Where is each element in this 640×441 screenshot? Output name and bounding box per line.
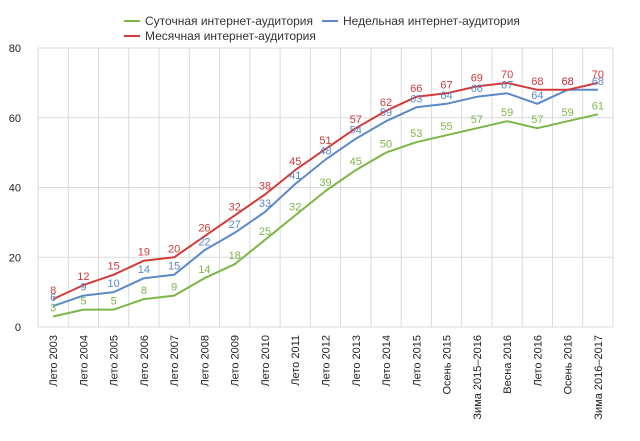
x-tick-label: Лето 2015 — [411, 335, 423, 387]
data-label-monthly: 15 — [108, 261, 120, 273]
x-tick-label: Лето 2013 — [351, 335, 363, 387]
data-label-monthly: 57 — [350, 114, 362, 126]
data-label-monthly: 20 — [168, 243, 180, 255]
gridlines — [37, 47, 614, 328]
data-label-daily: 14 — [198, 264, 210, 276]
data-label-daily: 61 — [592, 100, 604, 112]
data-label-weekly: 68 — [592, 76, 604, 88]
data-label-weekly: 27 — [229, 219, 241, 231]
x-tick-label: Лето 2007 — [169, 335, 181, 387]
y-tick-label: 20 — [9, 252, 21, 264]
x-tick-label: Весна 2016 — [502, 335, 514, 394]
x-tick-label: Лето 2010 — [260, 335, 272, 387]
y-axis-ticks: 0 20 40 60 80 — [9, 43, 21, 334]
data-label-daily: 57 — [531, 114, 543, 126]
legend-item-monthly[interactable]: Месячная интернет-аудитория — [124, 29, 316, 43]
x-tick-label: Лето 2012 — [321, 335, 333, 387]
data-label-monthly: 26 — [198, 222, 210, 234]
series-line-weekly — [52, 88, 598, 308]
data-label-weekly: 63 — [410, 93, 422, 105]
x-tick-label: Зима 2016–2017 — [593, 335, 605, 420]
data-label-monthly: 12 — [77, 271, 89, 283]
data-label-weekly: 68 — [561, 76, 573, 88]
y-tick-label: 80 — [9, 43, 21, 55]
legend-item-daily[interactable]: Суточная интернет-аудитория — [124, 14, 313, 28]
data-label-daily: 32 — [289, 201, 301, 213]
data-label-monthly: 66 — [410, 83, 422, 95]
x-tick-label: Осень 2016 — [563, 335, 575, 395]
data-label-weekly: 64 — [440, 90, 452, 102]
data-label-daily: 59 — [561, 107, 573, 119]
data-label-weekly: 14 — [138, 264, 150, 276]
data-label-daily: 39 — [319, 177, 331, 189]
data-label-monthly: 38 — [259, 180, 271, 192]
data-label-daily: 50 — [380, 139, 392, 151]
y-tick-label: 0 — [15, 322, 21, 334]
data-label-weekly: 41 — [289, 170, 301, 182]
data-label-monthly: 51 — [319, 135, 331, 147]
data-label-weekly: 66 — [471, 83, 483, 95]
data-label-daily: 45 — [350, 156, 362, 168]
data-label-weekly: 59 — [380, 107, 392, 119]
x-tick-label: Лето 2005 — [109, 335, 121, 387]
data-label-monthly: 69 — [471, 72, 483, 84]
data-label-daily: 55 — [440, 121, 452, 133]
data-label-daily: 53 — [410, 128, 422, 140]
x-tick-label: Лето 2006 — [139, 335, 151, 387]
series-lines — [52, 81, 599, 318]
x-axis-ticks: Лето 2003 Лето 2004 Лето 2005 Лето 2006 Лето… — [48, 335, 605, 420]
data-label-weekly: 10 — [108, 278, 120, 290]
legend-label-monthly: Месячная интернет-аудитория — [145, 29, 316, 43]
data-label-weekly: 33 — [259, 198, 271, 210]
data-label-daily: 18 — [229, 250, 241, 262]
legend-label-weekly: Недельная интернет-аудитория — [343, 14, 520, 28]
series-line-monthly — [52, 81, 599, 301]
x-tick-label: Лето 2011 — [290, 335, 302, 386]
data-label-daily: 3 — [50, 303, 56, 315]
x-tick-label: Зима 2015–2016 — [472, 335, 484, 420]
data-label-weekly: 15 — [168, 261, 180, 273]
data-label-weekly: 9 — [80, 282, 86, 294]
data-label-daily: 5 — [111, 296, 117, 308]
x-tick-label: Лето 2009 — [230, 335, 242, 387]
legend-label-daily: Суточная интернет-аудитория — [145, 14, 313, 28]
data-label-monthly: 62 — [380, 97, 392, 109]
y-tick-label: 60 — [9, 113, 21, 125]
data-label-weekly: 22 — [198, 236, 210, 248]
data-label-weekly: 67 — [501, 79, 513, 91]
data-label-monthly: 19 — [138, 247, 150, 259]
data-label-daily: 9 — [171, 282, 177, 294]
data-label-monthly: 70 — [592, 69, 604, 81]
y-tick-label: 40 — [9, 183, 21, 195]
x-tick-label: Лето 2016 — [532, 335, 544, 387]
data-label-daily: 25 — [259, 226, 271, 238]
data-label-monthly: 67 — [440, 79, 452, 91]
data-label-monthly: 32 — [229, 201, 241, 213]
data-label-weekly: 48 — [319, 146, 331, 158]
data-label-monthly: 8 — [50, 285, 56, 297]
x-tick-label: Осень 2015 — [442, 335, 454, 395]
x-tick-label: Лето 2008 — [199, 335, 211, 387]
data-label-daily: 8 — [141, 285, 147, 297]
data-label-weekly: 6 — [50, 292, 56, 304]
x-tick-label: Лето 2004 — [78, 335, 90, 387]
x-tick-label: Лето 2003 — [48, 335, 60, 387]
data-label-monthly: 70 — [501, 69, 513, 81]
legend: Суточная интернет-аудитория Недельная ин… — [124, 14, 520, 43]
legend-item-weekly[interactable]: Недельная интернет-аудитория — [322, 14, 520, 28]
x-tick-label: Лето 2014 — [381, 335, 393, 387]
data-label-daily: 5 — [80, 296, 86, 308]
data-label-daily: 59 — [501, 107, 513, 119]
data-label-daily: 57 — [471, 114, 483, 126]
data-label-weekly: 54 — [350, 125, 362, 137]
data-label-weekly: 64 — [531, 90, 543, 102]
series-line-daily — [52, 113, 599, 318]
data-label-monthly: 68 — [531, 76, 543, 88]
data-label-monthly: 45 — [289, 156, 301, 168]
data-label-monthly: 68 — [561, 76, 573, 88]
